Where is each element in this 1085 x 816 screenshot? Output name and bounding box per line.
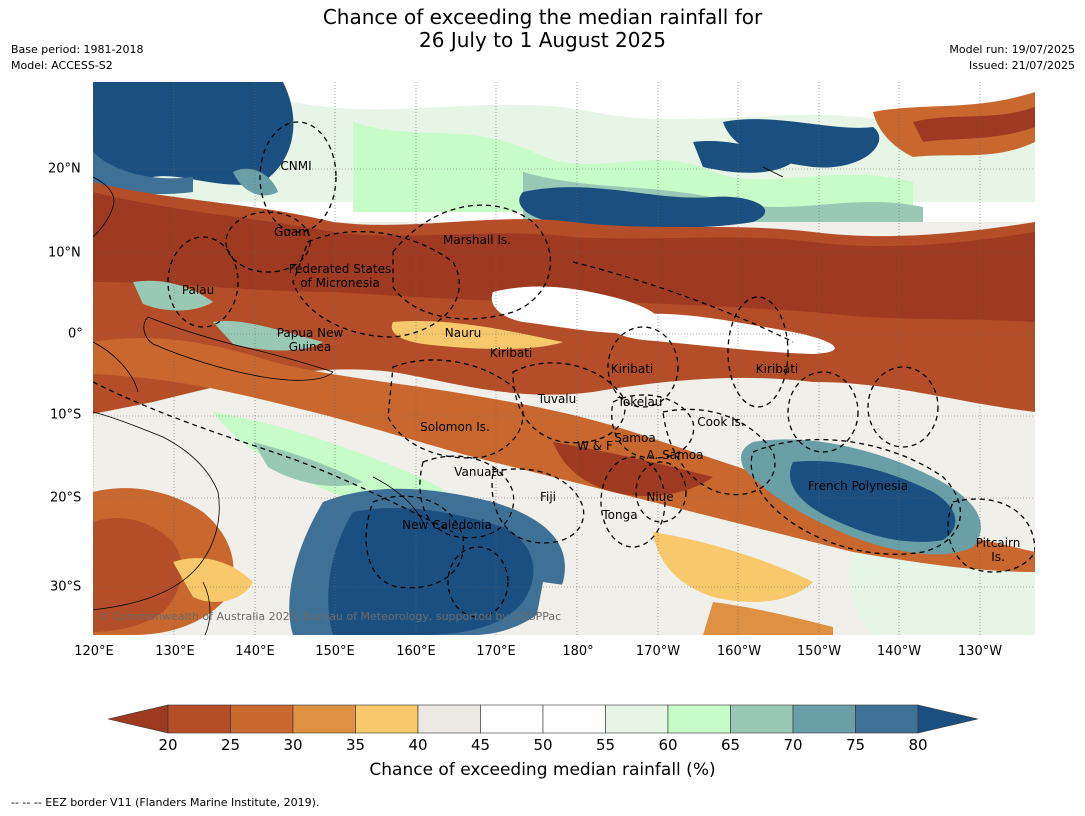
region-label-kiribati-west: Kiribati bbox=[489, 346, 533, 360]
region-label-cnmi: CNMI bbox=[280, 159, 312, 173]
eez-footnote: -- -- -- EEZ border V11 (Flanders Marine… bbox=[11, 796, 320, 809]
colorbar-cell bbox=[605, 704, 669, 734]
lat-tick: 20°N bbox=[48, 161, 81, 177]
region-label-vanuatu: Vanuatu bbox=[454, 465, 504, 479]
region-label-nauru: Nauru bbox=[444, 326, 482, 340]
colorbar-tick: 25 bbox=[220, 736, 241, 754]
region-label-tuvalu: Tuvalu bbox=[537, 392, 577, 406]
lon-tick: 130°E bbox=[155, 644, 195, 659]
colorbar-tick: 40 bbox=[408, 736, 428, 754]
colorbar-tick: 60 bbox=[658, 736, 678, 754]
region-label-tokelau: Tokelau bbox=[617, 395, 663, 409]
meta-right: Model run: 19/07/2025 Issued: 21/07/2025 bbox=[949, 42, 1075, 74]
lon-tick: 130°W bbox=[957, 644, 1003, 659]
title-line-1: Chance of exceeding the median rainfall … bbox=[322, 5, 763, 29]
model-name: Model: ACCESS-S2 bbox=[11, 59, 113, 72]
issued-date: Issued: 21/07/2025 bbox=[968, 59, 1075, 72]
colorbar-extend-high bbox=[917, 704, 978, 734]
rainfall-map bbox=[93, 82, 1035, 635]
lon-tick: 160°W bbox=[716, 644, 762, 659]
lon-tick: 170°E bbox=[476, 644, 516, 659]
lat-tick: 30°S bbox=[50, 579, 82, 595]
colorbar-tick: 20 bbox=[158, 736, 178, 754]
colorbar-extend-low bbox=[108, 704, 169, 734]
region-label-pitcairn-2: Is. bbox=[991, 550, 1005, 564]
colorbar-cell bbox=[355, 704, 419, 734]
region-label-png-2: Guinea bbox=[288, 340, 332, 354]
region-label-new-caledonia: New Caledonia bbox=[402, 518, 492, 532]
lat-tick: 10°N bbox=[48, 245, 81, 261]
region-label-fsm-1: Federated States bbox=[288, 262, 392, 276]
colorbar-tick: 80 bbox=[908, 736, 928, 754]
lon-tick: 120°E bbox=[74, 644, 114, 659]
region-label-kiribati-central: Kiribati bbox=[610, 362, 654, 376]
title-line-2: 26 July to 1 August 2025 bbox=[419, 28, 666, 52]
colorbar-cell bbox=[417, 704, 481, 734]
lon-tick: 140°W bbox=[876, 644, 922, 659]
colorbar-cell bbox=[855, 704, 919, 734]
lon-tick: 160°E bbox=[396, 644, 436, 659]
model-run: Model run: 19/07/2025 bbox=[949, 43, 1075, 56]
colorbar-cell bbox=[792, 704, 856, 734]
region-label-guam: Guam bbox=[274, 225, 310, 239]
colorbar-tick: 50 bbox=[533, 736, 553, 754]
region-label-wallis-futuna: W & F bbox=[577, 439, 613, 453]
meta-left: Base period: 1981-2018 Model: ACCESS-S2 bbox=[11, 42, 143, 74]
colorbar-cell bbox=[542, 704, 606, 734]
lon-tick: 150°E bbox=[315, 644, 355, 659]
lon-tick: 150°W bbox=[796, 644, 842, 659]
colorbar-tick: 65 bbox=[720, 736, 741, 754]
region-label-marshall: Marshall Is. bbox=[443, 233, 511, 247]
colorbar bbox=[108, 704, 978, 734]
colorbar-tick: 35 bbox=[345, 736, 366, 754]
lon-tick: 180° bbox=[562, 644, 594, 659]
colorbar-cell bbox=[167, 704, 231, 734]
lon-tick: 170°W bbox=[635, 644, 681, 659]
lat-tick: 10°S bbox=[50, 407, 82, 423]
lat-tick: 0° bbox=[68, 326, 83, 342]
colorbar-tick: 55 bbox=[595, 736, 616, 754]
colorbar-cell bbox=[292, 704, 356, 734]
colorbar-tick: 45 bbox=[470, 736, 491, 754]
region-label-solomon: Solomon Is. bbox=[420, 420, 490, 434]
region-label-cook: Cook Is. bbox=[697, 415, 745, 429]
base-period: Base period: 1981-2018 bbox=[11, 43, 144, 56]
colorbar-tick: 70 bbox=[783, 736, 803, 754]
region-label-american-samoa: A. Samoa bbox=[646, 448, 704, 462]
region-label-palau: Palau bbox=[181, 283, 215, 297]
region-label-niue: Niue bbox=[646, 490, 674, 504]
map-title: Chance of exceeding the median rainfall … bbox=[0, 6, 1085, 52]
lon-tick: 140°E bbox=[235, 644, 275, 659]
colorbar-label: Chance of exceeding median rainfall (%) bbox=[369, 760, 716, 780]
region-label-pitcairn-1: Pitcairn bbox=[975, 536, 1021, 550]
colorbar-cell bbox=[667, 704, 731, 734]
region-label-fsm-2: of Micronesia bbox=[300, 276, 380, 290]
colorbar-tick: 75 bbox=[845, 736, 866, 754]
colorbar-cell bbox=[480, 704, 544, 734]
region-label-kiribati-east: Kiribati bbox=[755, 362, 799, 376]
region-label-fiji: Fiji bbox=[539, 490, 557, 504]
rainfall-map-canvas bbox=[93, 82, 1035, 635]
colorbar-cell bbox=[230, 704, 294, 734]
copyright-notice: © Commonwealth of Australia 2025, Bureau… bbox=[98, 610, 562, 623]
lat-tick: 20°S bbox=[50, 490, 82, 506]
region-label-png-1: Papua New bbox=[276, 326, 344, 340]
region-label-french-polynesia: French Polynesia bbox=[807, 479, 909, 493]
colorbar-tick: 30 bbox=[283, 736, 303, 754]
region-label-tonga: Tonga bbox=[602, 508, 638, 522]
region-label-samoa: Samoa bbox=[614, 431, 656, 445]
colorbar-cell bbox=[730, 704, 794, 734]
